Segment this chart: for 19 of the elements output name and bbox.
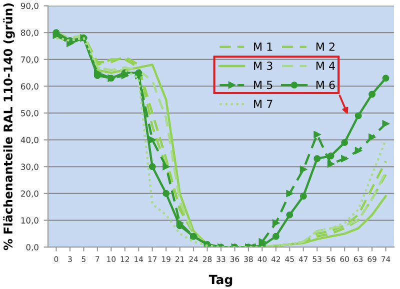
y-tick-label: 70,0: [21, 56, 38, 64]
legend-label: M 1: [254, 42, 272, 51]
y-tick-label: 30,0: [21, 164, 38, 171]
y-tick-label: 80,0: [20, 30, 38, 37]
x-axis-title: Tag: [208, 274, 232, 287]
legend-label: M 6: [316, 80, 335, 90]
legend-label: M 2: [316, 42, 334, 51]
legend-label: M 3: [254, 62, 272, 70]
y-tick-label: 10,0: [21, 217, 38, 224]
y-tick-label: 0,0: [26, 244, 38, 252]
y-axis-title: % Flächenanteile RAL 110-140 (grün): [3, 3, 15, 250]
legend-label: M 7: [254, 100, 272, 108]
y-tick-label: 20,0: [21, 190, 38, 198]
legend-label: M 5: [254, 80, 272, 90]
y-tick-label: 90,0: [20, 2, 38, 10]
legend-label: M 4: [316, 62, 335, 70]
y-tick-label: 50,0: [21, 110, 38, 118]
y-tick-label: 60,0: [21, 83, 38, 90]
y-tick-label: 40,0: [20, 136, 38, 144]
